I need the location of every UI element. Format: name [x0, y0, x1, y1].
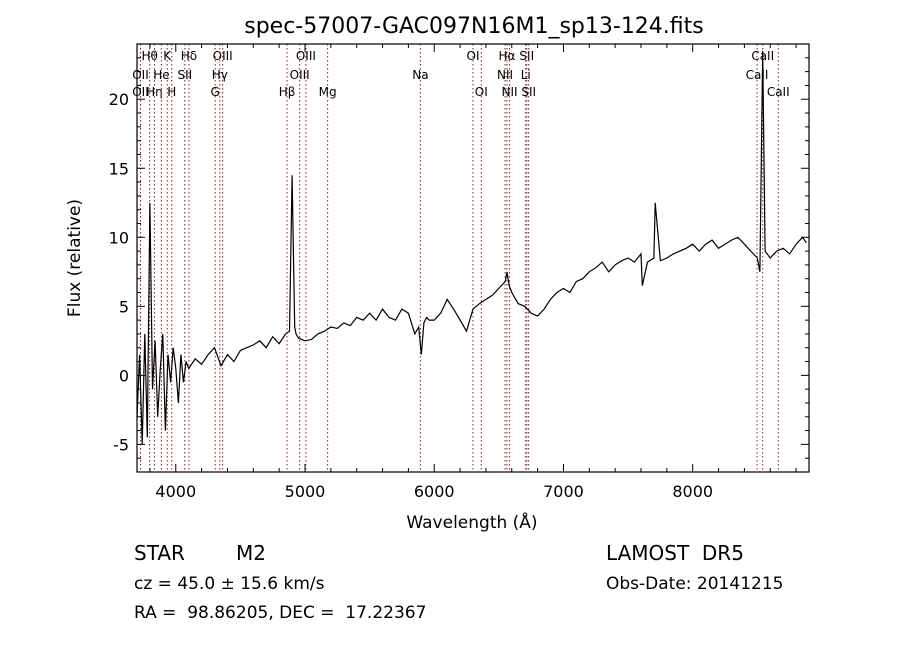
object-type: STAR: [134, 541, 185, 565]
line-label-0: Hθ: [141, 49, 157, 63]
line-label-6: H: [167, 85, 176, 99]
coordinates: RA = 98.86205, DEC = 17.22367: [134, 603, 427, 623]
spectrum-series: [136, 50, 807, 445]
line-label-18: OI: [475, 85, 488, 99]
line-label-21: NII: [502, 85, 518, 99]
line-label-7: Hδ: [181, 49, 197, 63]
line-label-9: OIII: [213, 49, 233, 63]
line-label-24: SII: [521, 85, 536, 99]
y-tick-label--5: -5: [113, 435, 129, 454]
y-tick-label-5: 5: [119, 297, 129, 316]
subclass: M2: [236, 541, 266, 565]
axes: 4000 5000 6000 7000 8000 -5 0 5 10 15 20: [109, 43, 810, 501]
y-tick-label-10: 10: [109, 228, 129, 247]
y-tick-label-15: 15: [109, 159, 129, 178]
line-label-12: OIII: [296, 49, 316, 63]
y-tick-label-20: 20: [109, 90, 129, 109]
line-label-11: G: [211, 85, 220, 99]
line-label-16: Na: [412, 68, 428, 82]
line-label-1: OII: [132, 68, 149, 82]
plot-frame: [136, 43, 810, 473]
line-label-27: CaII: [767, 85, 790, 99]
y-tick-label-0: 0: [119, 366, 129, 385]
line-label-10: Hγ: [212, 68, 228, 82]
y-axis-label: Flux (relative): [65, 199, 85, 317]
line-label-17: OI: [467, 49, 480, 63]
x-tick-label-7000: 7000: [543, 482, 584, 501]
x-axis-label: Wavelength (Å): [406, 511, 537, 533]
x-tick-label-6000: 6000: [414, 482, 455, 501]
x-tick-label-8000: 8000: [672, 482, 713, 501]
line-label-2: OII: [132, 85, 149, 99]
line-label-13: OIII: [290, 68, 310, 82]
observation-date: Obs-Date: 20141215: [606, 574, 784, 594]
chart-title: spec-57007-GAC097N16M1_sp13-124.fits: [244, 14, 704, 39]
line-label-5: He: [153, 68, 169, 82]
spectrum-line: [136, 50, 807, 445]
line-label-20: NII: [497, 68, 513, 82]
line-label-22: SII: [519, 49, 534, 63]
x-tick-label-5000: 5000: [285, 482, 326, 501]
line-label-3: Hη: [146, 85, 163, 99]
line-label-19: Hα: [499, 49, 516, 63]
survey-name: LAMOST DR5: [606, 541, 744, 565]
line-label-8: SII: [177, 68, 192, 82]
line-label-15: Mg: [319, 85, 337, 99]
x-tick-label-4000: 4000: [155, 482, 196, 501]
line-label-26: CaII: [746, 68, 769, 82]
line-label-23: Li: [521, 68, 531, 82]
line-label-14: Hβ: [279, 85, 296, 99]
redshift-velocity: cz = 45.0 ± 15.6 km/s: [134, 574, 325, 594]
line-label-4: K: [163, 49, 172, 63]
